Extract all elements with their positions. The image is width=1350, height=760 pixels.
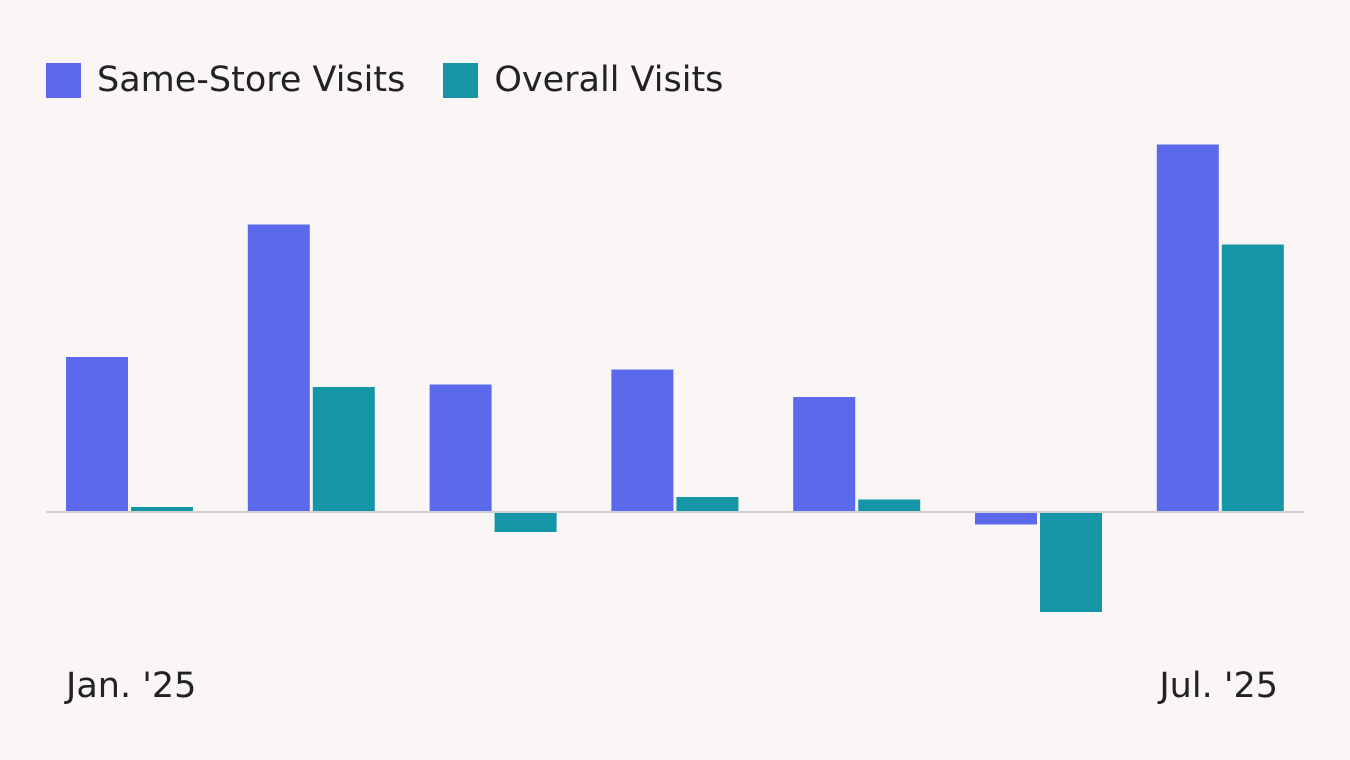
legend-swatch-same-store bbox=[46, 62, 81, 98]
bar-overall-0 bbox=[131, 507, 193, 512]
chart-legend: Same-Store Visits Overall Visits bbox=[46, 58, 761, 102]
bars-group bbox=[66, 144, 1284, 612]
legend-swatch-overall bbox=[443, 62, 479, 98]
legend-item-same-store: Same-Store Visits bbox=[46, 58, 405, 102]
bar-same-store-5 bbox=[975, 512, 1037, 525]
bar-same-store-0 bbox=[66, 357, 128, 512]
bar-same-store-1 bbox=[247, 224, 310, 512]
bar-overall-1 bbox=[312, 387, 375, 512]
bar-overall-4 bbox=[858, 499, 921, 512]
legend-label-same-store: Same-Store Visits bbox=[97, 60, 406, 100]
bar-overall-6 bbox=[1221, 244, 1284, 512]
bar-same-store-6 bbox=[1156, 144, 1219, 512]
bar-same-store-2 bbox=[429, 384, 492, 512]
bar-same-store-3 bbox=[611, 369, 674, 512]
bar-same-store-4 bbox=[793, 397, 856, 512]
legend-item-overall: Overall Visits bbox=[443, 58, 723, 102]
x-axis-ticks: Jan. '25 Jul. '25 bbox=[64, 666, 1278, 706]
x-tick-label-0: Jan. '25 bbox=[64, 666, 196, 706]
bar-overall-2 bbox=[494, 512, 557, 532]
x-tick-label-1: Jul. '25 bbox=[1157, 666, 1278, 706]
bar-overall-5 bbox=[1040, 512, 1102, 612]
legend-label-overall: Overall Visits bbox=[494, 60, 724, 100]
bar-overall-3 bbox=[676, 497, 739, 512]
